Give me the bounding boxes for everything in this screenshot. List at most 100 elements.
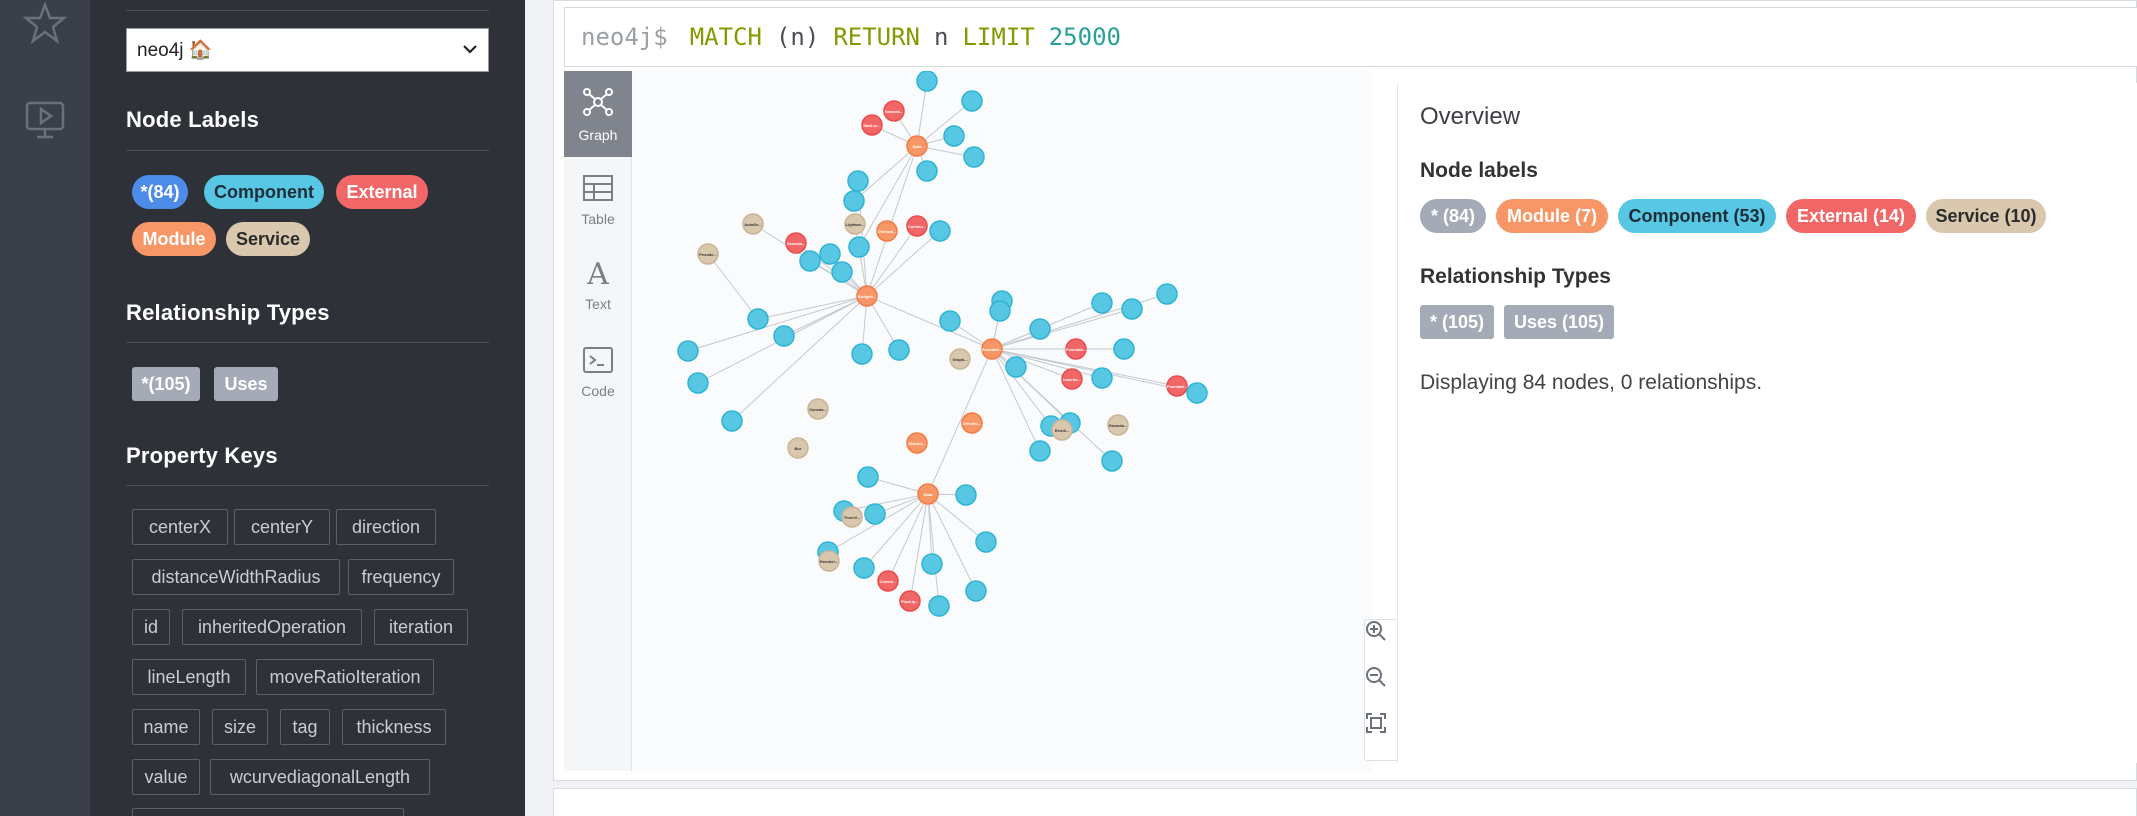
property-key[interactable]: tag [280, 709, 330, 745]
graph-node-external[interactable]: Granula... [785, 232, 807, 254]
query-editor[interactable]: neo4j$ MATCH (n) RETURN n LIMIT 25000 [564, 7, 2137, 67]
tab-table[interactable]: Table [564, 157, 632, 243]
graph-node-component[interactable] [1156, 283, 1178, 305]
overview-rel-chip-all[interactable]: * (105) [1420, 305, 1494, 339]
graph-node-component[interactable] [747, 308, 769, 330]
property-key[interactable]: wcurvediagonalLength [210, 759, 430, 795]
graph-node-component[interactable] [1091, 367, 1113, 389]
graph-node-component[interactable] [921, 553, 943, 575]
property-key[interactable]: id [132, 609, 170, 645]
graph-node-external[interactable]: Granula... [883, 100, 905, 122]
overview-label-chip-all[interactable]: * (84) [1420, 199, 1486, 233]
property-key[interactable] [132, 808, 404, 816]
graph-node-component[interactable] [848, 236, 870, 258]
label-chip-external[interactable]: External [336, 175, 428, 209]
graph-node-component[interactable] [1186, 382, 1208, 404]
graph-node-module[interactable]: Directio... [961, 412, 983, 434]
label-chip-component[interactable]: Component [204, 175, 324, 209]
graph-node-service[interactable]: Lightwo... [844, 213, 866, 235]
graph-node-component[interactable] [963, 146, 985, 168]
graph-node-component[interactable] [687, 372, 709, 394]
graph-node-external[interactable]: Stati.cc... [861, 114, 883, 136]
graph-node-component[interactable] [799, 250, 821, 272]
property-key[interactable]: thickness [342, 709, 446, 745]
graph-node-module[interactable]: Data [906, 135, 928, 157]
graph-node-component[interactable] [989, 300, 1011, 322]
play-screen-icon[interactable] [22, 96, 68, 142]
star-icon[interactable] [22, 0, 68, 46]
graph-node-module[interactable]: Budgeti... [856, 285, 878, 307]
property-key[interactable]: lineLength [132, 659, 246, 695]
graph-node-component[interactable] [819, 243, 841, 265]
graph-node-component[interactable] [773, 325, 795, 347]
graph-canvas[interactable]: Stati.cc... Granula... Granula... Commu... F… [632, 71, 1412, 771]
graph-node-component[interactable] [1005, 356, 1027, 378]
graph-node-component[interactable] [847, 170, 869, 192]
property-key[interactable]: centerX [132, 509, 228, 545]
zoom-in-icon[interactable] [1365, 620, 1413, 666]
property-key[interactable]: inheritedOperation [182, 609, 362, 645]
property-key[interactable]: frequency [348, 559, 454, 595]
graph-node-component[interactable] [864, 503, 886, 525]
graph-node-component[interactable] [975, 531, 997, 553]
graph-node-component[interactable] [851, 343, 873, 365]
graph-node-service[interactable]: Graph... [949, 348, 971, 370]
graph-node-component[interactable] [943, 125, 965, 147]
graph-node-external[interactable]: Commi... [877, 570, 899, 592]
property-key[interactable]: moveRatioIteration [256, 659, 434, 695]
graph-node-component[interactable] [1101, 450, 1123, 472]
fit-screen-icon[interactable] [1365, 712, 1413, 758]
overview-label-chip-service[interactable]: Service (10) [1926, 199, 2046, 233]
overview-rel-chip-uses[interactable]: Uses (105) [1504, 305, 1614, 339]
rel-chip-all[interactable]: *(105) [132, 367, 200, 401]
graph-svg[interactable]: Stati.cc... Granula... Granula... Commu... F… [632, 71, 1372, 771]
graph-node-external[interactable]: Insertio... [1061, 368, 1083, 390]
zoom-out-icon[interactable] [1365, 666, 1413, 712]
graph-node-component[interactable] [721, 410, 743, 432]
graph-node-component[interactable] [1029, 440, 1051, 462]
graph-node-component[interactable] [857, 466, 879, 488]
graph-node-component[interactable] [928, 595, 950, 617]
graph-node-service[interactable]: ThreeV... [841, 506, 863, 528]
property-key[interactable]: size [212, 709, 268, 745]
label-chip-module[interactable]: Module [132, 222, 216, 256]
label-chip-all[interactable]: *(84) [132, 175, 188, 209]
overview-label-chip-module[interactable]: Module (7) [1496, 199, 1608, 233]
database-select[interactable]: neo4j 🏠 [126, 28, 489, 72]
graph-node-component[interactable] [831, 261, 853, 283]
overview-label-chip-component[interactable]: Component (53) [1618, 199, 1776, 233]
label-chip-service[interactable]: Service [226, 222, 310, 256]
graph-node-external[interactable]: Foundati... [1065, 338, 1087, 360]
graph-node-module[interactable]: Data [917, 483, 939, 505]
graph-node-component[interactable] [929, 220, 951, 242]
graph-node-service[interactable]: Canvas... [807, 398, 829, 420]
property-key[interactable]: centerY [234, 509, 330, 545]
graph-node-service[interactable]: Granula... [1107, 414, 1129, 436]
property-key[interactable]: distanceWidthRadius [132, 559, 340, 595]
graph-node-external[interactable]: Commu... [906, 215, 928, 237]
tab-code[interactable]: Code [564, 329, 632, 415]
graph-node-component[interactable] [677, 340, 699, 362]
graph-node-component[interactable] [1113, 338, 1135, 360]
graph-node-component[interactable] [843, 190, 865, 212]
property-key[interactable]: iteration [374, 609, 468, 645]
graph-node-service[interactable]: Renderi... [818, 550, 840, 572]
graph-node-external[interactable]: Float.ip... [899, 590, 921, 612]
graph-node-service[interactable]: AutoEn... [742, 213, 764, 235]
graph-node-module[interactable]: Orientat... [876, 220, 898, 242]
graph-node-module[interactable]: Metrics... [906, 432, 928, 454]
tab-graph[interactable]: Graph [564, 71, 632, 157]
graph-node-service[interactable]: Rendi... [1051, 419, 1073, 441]
graph-node-component[interactable] [888, 339, 910, 361]
property-key[interactable]: name [132, 709, 200, 745]
tab-text[interactable]: A Text [564, 243, 632, 329]
graph-node-component[interactable] [1091, 292, 1113, 314]
overview-label-chip-external[interactable]: External (14) [1786, 199, 1916, 233]
graph-node-component[interactable] [916, 160, 938, 182]
graph-node-external[interactable]: Foundati... [1166, 375, 1188, 397]
property-key[interactable]: direction [336, 509, 436, 545]
graph-node-component[interactable] [965, 580, 987, 602]
rel-chip-uses[interactable]: Uses [214, 367, 278, 401]
graph-node-component[interactable] [1121, 298, 1143, 320]
graph-node-component[interactable] [955, 484, 977, 506]
